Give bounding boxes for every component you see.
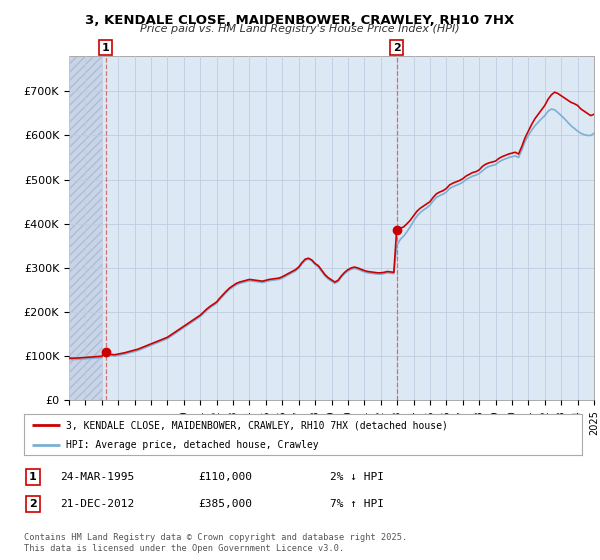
Text: 2% ↓ HPI: 2% ↓ HPI: [330, 472, 384, 482]
Text: Price paid vs. HM Land Registry's House Price Index (HPI): Price paid vs. HM Land Registry's House …: [140, 24, 460, 34]
Text: 2: 2: [29, 499, 37, 509]
Text: 3, KENDALE CLOSE, MAIDENBOWER, CRAWLEY, RH10 7HX: 3, KENDALE CLOSE, MAIDENBOWER, CRAWLEY, …: [85, 14, 515, 27]
Text: 2: 2: [393, 43, 401, 53]
Bar: [69, 56, 102, 400]
Text: £385,000: £385,000: [198, 499, 252, 509]
Text: 24-MAR-1995: 24-MAR-1995: [60, 472, 134, 482]
Text: Contains HM Land Registry data © Crown copyright and database right 2025.
This d: Contains HM Land Registry data © Crown c…: [24, 533, 407, 553]
Text: 1: 1: [29, 472, 37, 482]
Text: 3, KENDALE CLOSE, MAIDENBOWER, CRAWLEY, RH10 7HX (detached house): 3, KENDALE CLOSE, MAIDENBOWER, CRAWLEY, …: [66, 421, 448, 430]
Text: 1: 1: [102, 43, 109, 53]
Text: HPI: Average price, detached house, Crawley: HPI: Average price, detached house, Craw…: [66, 440, 319, 450]
Text: 7% ↑ HPI: 7% ↑ HPI: [330, 499, 384, 509]
Text: £110,000: £110,000: [198, 472, 252, 482]
Text: 21-DEC-2012: 21-DEC-2012: [60, 499, 134, 509]
